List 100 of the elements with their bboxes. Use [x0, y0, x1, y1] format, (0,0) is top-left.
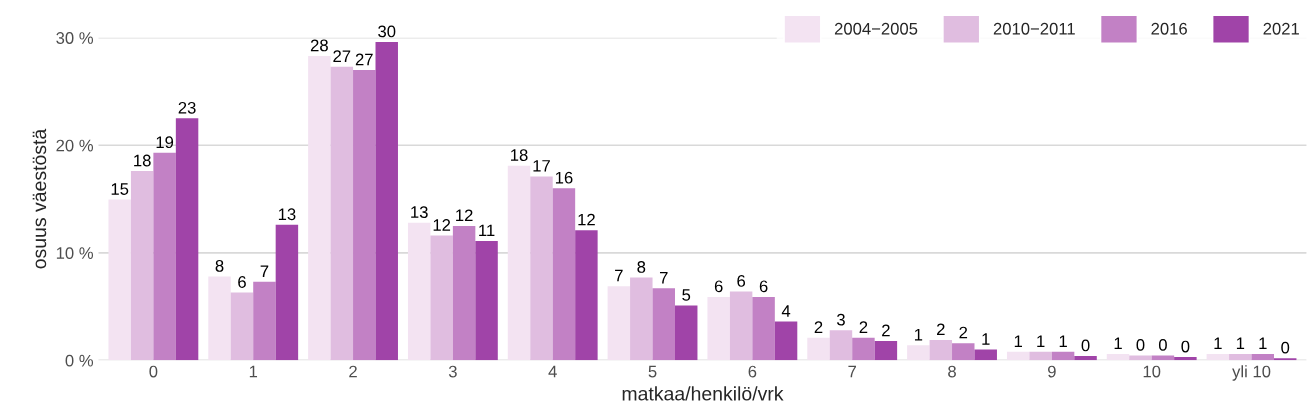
- data-label: 1: [914, 328, 923, 341]
- x-tick-label: 8: [948, 365, 956, 378]
- data-label: 15: [111, 183, 129, 195]
- bar: [1051, 351, 1075, 361]
- x-tick-label: yli 10: [1232, 365, 1271, 381]
- bar: [153, 152, 176, 361]
- bar: [108, 199, 131, 361]
- x-tick-label: 4: [548, 365, 557, 378]
- bar: [353, 69, 376, 361]
- data-label: 6: [759, 280, 768, 293]
- data-label: 6: [737, 275, 746, 287]
- data-label: 27: [333, 50, 351, 62]
- legend-label: 2010−2011: [993, 22, 1075, 35]
- data-label: 0: [1081, 339, 1090, 352]
- bar: [1273, 358, 1297, 361]
- bar: [375, 42, 398, 361]
- data-label: 19: [156, 136, 174, 149]
- bar: [952, 343, 975, 361]
- data-label: 23: [178, 101, 196, 114]
- data-label: 8: [215, 259, 224, 272]
- bar: [752, 296, 775, 361]
- data-label: 6: [238, 276, 246, 288]
- data-label: 3: [836, 313, 845, 326]
- bar: [729, 291, 753, 361]
- bar: [929, 339, 953, 361]
- data-label: 8: [637, 261, 646, 273]
- bar: [330, 66, 354, 361]
- data-label: 1: [1236, 337, 1245, 350]
- x-tick-label: 6: [748, 365, 757, 378]
- data-label: 0: [1281, 341, 1290, 354]
- data-label: 13: [411, 206, 428, 218]
- data-label: 1: [1214, 337, 1222, 350]
- bar: [507, 165, 531, 361]
- bar: [175, 118, 199, 361]
- bar: [652, 288, 675, 361]
- data-label: 1: [1014, 335, 1022, 347]
- x-tick-label: 0: [149, 365, 158, 378]
- y-tick-label: 10 %: [56, 247, 94, 259]
- bar: [1251, 353, 1274, 361]
- data-label: 17: [533, 160, 550, 172]
- bar: [430, 235, 453, 361]
- data-label: 7: [260, 265, 269, 277]
- bar: [208, 276, 231, 361]
- data-label: 2: [859, 321, 868, 333]
- bar: [230, 292, 254, 361]
- bar: [475, 240, 498, 361]
- data-label: 18: [511, 149, 528, 161]
- data-label: 1: [1114, 337, 1122, 350]
- bar: [130, 171, 154, 361]
- data-label: 0: [1181, 340, 1190, 353]
- data-label: 7: [615, 269, 623, 282]
- data-label: 0: [1136, 339, 1145, 351]
- bar: [308, 55, 331, 361]
- data-label: 28: [310, 39, 328, 52]
- y-axis-title: osuus väestöstä: [32, 128, 47, 269]
- data-label: 2: [937, 323, 945, 336]
- bar: [852, 337, 875, 361]
- bar: [530, 176, 553, 361]
- bar: [675, 305, 698, 361]
- data-label: 1: [982, 333, 990, 345]
- data-label: 0: [1158, 339, 1167, 351]
- y-tick-label: 0 %: [65, 354, 94, 367]
- bar: [452, 225, 476, 361]
- data-label: 1: [1059, 335, 1067, 347]
- data-label: 5: [682, 289, 691, 301]
- bar: [874, 340, 898, 361]
- x-tick-label: 10: [1143, 365, 1161, 378]
- data-label: 11: [479, 224, 495, 237]
- x-tick-label: 7: [848, 365, 856, 378]
- data-label: 4: [781, 305, 791, 317]
- data-label: 30: [378, 25, 396, 38]
- data-label: 27: [355, 53, 373, 66]
- x-tick-label: 9: [1048, 365, 1056, 378]
- data-label: 1: [1037, 335, 1045, 347]
- legend-label: 2021: [1263, 22, 1299, 35]
- bar: [607, 286, 631, 361]
- bar: [774, 321, 798, 361]
- data-label: 2: [882, 324, 890, 337]
- bar: [907, 345, 930, 361]
- data-label: 1: [1259, 337, 1267, 350]
- bar: [974, 349, 997, 361]
- bar: [1029, 351, 1052, 361]
- bar: [575, 230, 598, 361]
- y-tick-label: 30 %: [56, 32, 94, 44]
- bar: [1106, 353, 1130, 361]
- data-label: 12: [433, 219, 451, 231]
- y-tick-label: 20 %: [56, 139, 94, 152]
- data-label: 12: [578, 213, 595, 226]
- bar: [253, 281, 276, 361]
- data-label: 16: [555, 171, 573, 184]
- x-tick-label: 1: [249, 365, 258, 378]
- bar: [707, 296, 730, 361]
- x-tick-label: 3: [448, 365, 457, 378]
- bar: [275, 224, 299, 361]
- bar: [807, 337, 830, 361]
- bar: [1006, 351, 1030, 361]
- legend-label: 2004−2005: [834, 22, 918, 35]
- data-label: 13: [278, 208, 296, 221]
- data-label: 12: [456, 209, 473, 222]
- bar: [829, 330, 853, 361]
